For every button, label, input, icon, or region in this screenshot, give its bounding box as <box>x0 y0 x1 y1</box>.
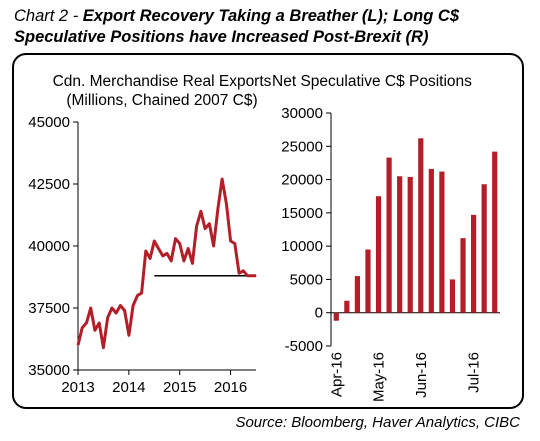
left-series-line <box>76 177 256 350</box>
source-note: Source: Bloomberg, Haver Analytics, CIBC <box>235 414 520 431</box>
left-data-point <box>251 275 253 277</box>
right-y-tick-label: -5000 <box>285 338 323 355</box>
left-data-point <box>246 275 249 277</box>
left-data-point <box>149 257 151 259</box>
right-bar <box>460 238 466 313</box>
right-chart: Net Speculative C$ Positions 30000 25000 2… <box>272 73 500 402</box>
right-y-tick-label: 0 <box>315 305 323 322</box>
left-x-tick-label: 2014 <box>112 379 145 396</box>
right-bar <box>386 157 392 313</box>
right-bar <box>481 184 487 313</box>
right-x-tick-label: Apr-16 <box>328 352 345 397</box>
right-bar <box>333 312 339 321</box>
left-chart: Cdn. Merchandise Real Exports (Millions,… <box>28 73 271 396</box>
right-y-tick-label: 20000 <box>281 172 323 189</box>
left-data-point <box>208 223 210 225</box>
right-x-tick-label: May-16 <box>371 352 388 402</box>
left-data-point <box>213 245 215 247</box>
left-data-point <box>90 307 92 309</box>
left-data-point <box>242 270 244 272</box>
left-x-tick-label: 2013 <box>61 379 94 396</box>
left-data-point <box>140 292 143 294</box>
left-data-point <box>191 262 194 264</box>
left-data-point <box>225 203 227 205</box>
left-data-point <box>85 322 88 324</box>
left-data-point <box>183 260 185 262</box>
left-data-point <box>132 304 134 307</box>
left-data-point <box>200 210 202 212</box>
left-y-tick-label: 42500 <box>28 176 70 193</box>
right-bar <box>449 279 456 313</box>
left-x-tick-label: 2016 <box>214 379 247 396</box>
left-data-point <box>157 247 160 250</box>
left-data-point <box>238 272 240 274</box>
left-data-point <box>77 344 79 346</box>
left-y-tick-label: 40000 <box>28 238 70 255</box>
left-data-point <box>124 309 126 312</box>
left-data-point <box>115 312 117 314</box>
right-y-tick-label: 5000 <box>290 271 323 288</box>
left-data-point <box>229 240 232 242</box>
left-data-point <box>119 304 121 307</box>
left-data-point <box>170 260 172 262</box>
left-y-tick-label: 35000 <box>28 362 70 379</box>
left-data-point <box>255 275 257 277</box>
right-bar <box>418 138 424 313</box>
left-data-point <box>162 255 164 257</box>
left-data-point <box>196 225 198 227</box>
right-y-tick-label: 25000 <box>281 138 323 155</box>
right-bar <box>470 214 477 313</box>
right-x-tick-label: Jun-16 <box>413 352 430 398</box>
left-data-point <box>102 347 105 349</box>
left-data-point <box>179 242 181 245</box>
left-data-point <box>98 322 100 324</box>
right-chart-title: Net Speculative C$ Positions <box>272 73 472 90</box>
right-bar <box>354 276 361 313</box>
right-y-tick-label: 15000 <box>281 205 323 222</box>
left-data-point <box>107 317 109 319</box>
left-chart-title-line2: (Millions, Chained 2007 C$) <box>66 92 257 109</box>
left-data-point <box>217 208 219 210</box>
right-x-tick-label: Jul-16 <box>466 352 483 393</box>
right-marks <box>333 138 498 321</box>
left-data-point <box>234 242 236 245</box>
figure-title-main: Export Recovery Taking a Breather (L); L… <box>14 7 459 46</box>
right-bar <box>344 300 350 313</box>
left-data-point <box>204 228 206 230</box>
right-bar <box>492 151 498 313</box>
left-data-point <box>111 307 113 309</box>
figure-title-prefix: Chart 2 - <box>14 7 83 25</box>
right-y-tick-label: 30000 <box>281 105 323 122</box>
left-data-point <box>174 237 177 240</box>
left-data-point <box>81 327 83 329</box>
right-bar <box>375 196 382 313</box>
figure-title: Chart 2 - Export Recovery Taking a Breat… <box>14 6 534 48</box>
left-y-tick-label: 37500 <box>28 300 70 317</box>
right-bar <box>439 171 445 313</box>
left-data-point <box>153 240 155 242</box>
left-data-point <box>136 295 138 297</box>
left-data-point <box>145 250 147 252</box>
right-axes: 30000 25000 20000 15000 10000 5000 0 -5000 Apr-1… <box>281 105 500 402</box>
left-data-point <box>221 178 223 180</box>
left-data-point <box>128 334 130 336</box>
left-data-point <box>94 329 96 331</box>
right-bar <box>407 176 413 313</box>
left-y-tick-label: 45000 <box>28 114 70 131</box>
right-bar <box>365 249 371 313</box>
right-y-tick-label: 10000 <box>281 238 323 255</box>
left-chart-title-line1: Cdn. Merchandise Real Exports <box>53 73 272 90</box>
chart-panel <box>12 53 524 409</box>
right-bar <box>397 176 403 313</box>
right-bar <box>428 168 434 313</box>
left-data-point <box>166 252 168 255</box>
left-marks <box>76 177 257 350</box>
left-data-point <box>187 247 189 250</box>
left-x-tick-label: 2015 <box>163 379 196 396</box>
